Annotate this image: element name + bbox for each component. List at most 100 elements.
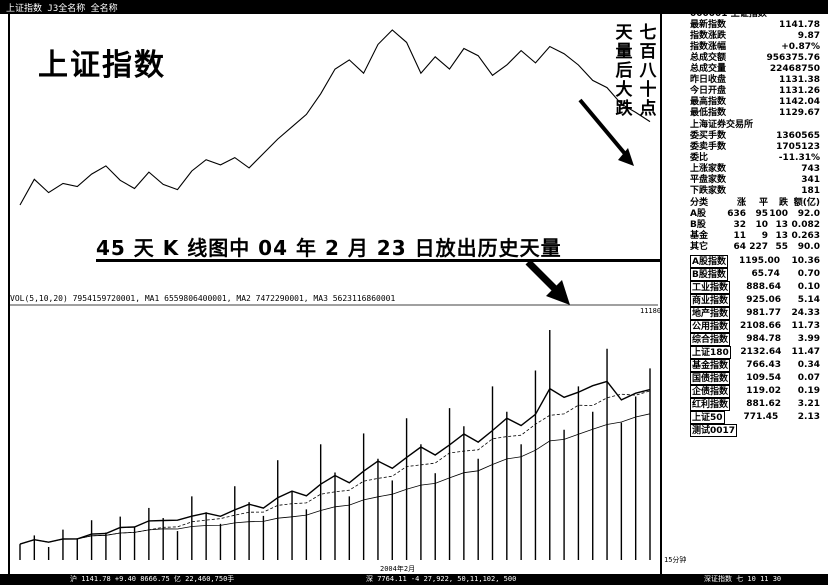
stat-value: 1131.38 — [779, 75, 820, 85]
stat-row: 平盘家数 341 — [690, 175, 820, 186]
bottom-status-middle: 深 7764.11 -4 27,922, 50,11,102, 500 — [366, 575, 517, 583]
table-row[interactable]: A股 636 95 100 92.0 — [690, 209, 820, 220]
stat-row: 最低指数 1129.67 — [690, 108, 820, 119]
index-amount — [790, 424, 820, 437]
table-cell: 55 — [775, 242, 788, 252]
stat-label: 昨日收盘 — [690, 75, 727, 85]
table-cell: A股 — [690, 209, 706, 219]
top-status-bar: 上证指数 J3全名称 全名称 — [0, 0, 828, 14]
index-value: 981.77 — [746, 308, 781, 318]
index-amount: 5.14 — [797, 295, 820, 305]
index-name: 地产指数 — [690, 307, 731, 320]
index-value: 109.54 — [746, 373, 781, 383]
stat-row: 最高指数 1142.04 — [690, 97, 820, 108]
quote-panel: 000001 上证指数 最新指数 1141.78 指数涨跌 9.87 指数涨幅 +0.87… — [690, 8, 820, 573]
index-row[interactable]: 商业指数 925.06 5.14 — [690, 294, 820, 307]
index-value: 2108.66 — [740, 321, 781, 331]
index-amount: 0.19 — [797, 386, 820, 396]
bottom-status-right: 深证指数 七 10 11 30 — [704, 575, 782, 583]
top-status-text: 上证指数 J3全名称 全名称 — [6, 4, 118, 14]
index-row[interactable]: 综合指数 984.78 3.99 — [690, 333, 820, 346]
date-label: 2004年2月 — [380, 565, 416, 573]
index-amount: 2.13 — [797, 412, 820, 422]
index-name: B股指数 — [690, 268, 728, 281]
index-amount: 0.70 — [797, 269, 820, 279]
caption-underline — [96, 259, 661, 262]
table-cell: 227 — [749, 242, 768, 252]
index-value: 984.78 — [746, 334, 781, 344]
index-amount: 0.10 — [797, 282, 820, 292]
stat-value: 1129.67 — [779, 108, 820, 118]
index-row[interactable]: 公用指数 2108.66 11.73 — [690, 320, 820, 333]
stat-label: 最低指数 — [690, 108, 727, 118]
table-cell: 其它 — [690, 242, 709, 252]
index-name: 基金指数 — [690, 359, 731, 372]
stat-row: 今日开盘 1131.26 — [690, 86, 820, 97]
index-amount: 10.36 — [791, 256, 820, 266]
table-cell: 0.263 — [791, 231, 820, 241]
stat-label: 总成交额 — [690, 53, 727, 63]
index-value: 888.64 — [746, 282, 781, 292]
index-name: 公用指数 — [690, 320, 731, 333]
stat-row: 上涨家数 743 — [690, 164, 820, 175]
stat-row: 昨日收盘 1131.38 — [690, 75, 820, 86]
index-row[interactable]: 地产指数 981.77 24.33 — [690, 307, 820, 320]
index-name: 商业指数 — [690, 294, 731, 307]
bottom-status-left: 沪 1141.78 +9.40 8666.75 亿 22,460,750手 — [70, 575, 235, 583]
table-cell: 9 — [761, 231, 768, 241]
volume-axis-label: 11180 — [640, 307, 662, 315]
stat-label: 上涨家数 — [690, 164, 727, 174]
index-amount: 24.33 — [791, 308, 820, 318]
index-value: 1195.00 — [738, 256, 780, 266]
stat-label: 今日开盘 — [690, 86, 727, 96]
index-name: 企债指数 — [690, 385, 731, 398]
index-row[interactable]: 上证50 771.45 2.13 — [690, 411, 820, 424]
stat-label: 委卖手数 — [690, 142, 727, 152]
stat-value: 1360565 — [776, 131, 820, 141]
index-row[interactable]: A股指数 1195.00 10.36 — [690, 255, 820, 268]
stat-value: 9.87 — [797, 31, 820, 41]
index-row[interactable]: 工业指数 888.64 0.10 — [690, 281, 820, 294]
table-cell: 0.082 — [791, 220, 820, 230]
index-row[interactable]: 红利指数 881.62 3.21 — [690, 398, 820, 411]
stat-row: 最新指数 1141.78 — [690, 20, 820, 31]
index-name: 上证50 — [690, 411, 725, 424]
table-cell: 10 — [755, 220, 768, 230]
index-row[interactable]: 上证180 2132.64 11.47 — [690, 346, 820, 359]
table-row[interactable]: 基金 11 9 13 0.263 — [690, 231, 820, 242]
index-value: 119.02 — [746, 386, 781, 396]
stat-row: 委卖手数 1705123 — [690, 142, 820, 153]
quote-header: 000001 上证指数 — [690, 9, 767, 19]
stat-value: 341 — [801, 175, 820, 185]
index-row[interactable]: B股指数 65.74 0.70 — [690, 268, 820, 281]
index-row[interactable]: 测试0017 — [690, 424, 820, 437]
index-value — [743, 424, 785, 437]
table-cell: 92.0 — [797, 209, 820, 219]
table-row[interactable]: B股 32 10 13 0.082 — [690, 220, 820, 231]
stat-value: +0.87% — [781, 42, 820, 52]
stat-label: 最高指数 — [690, 97, 727, 107]
stat-label: 指数涨幅 — [690, 42, 727, 52]
stat-value: 956375.76 — [766, 53, 820, 63]
index-amount: 11.73 — [791, 321, 820, 331]
index-row[interactable]: 企债指数 119.02 0.19 — [690, 385, 820, 398]
index-row[interactable]: 国债指数 109.54 0.07 — [690, 372, 820, 385]
stat-label: 委比 — [690, 153, 709, 163]
index-row[interactable]: 基金指数 766.43 0.34 — [690, 359, 820, 372]
annotation-vertical-left: 天量后大跌 — [615, 23, 633, 119]
index-amount: 0.34 — [797, 360, 820, 370]
period-label[interactable]: 15分钟 — [664, 556, 687, 564]
index-name: 上证180 — [690, 346, 731, 359]
bottom-status-bar: 沪 1141.78 +9.40 8666.75 亿 22,460,750手 深 … — [0, 574, 828, 585]
table-cell: 13 — [775, 231, 788, 241]
stat-row: 指数涨跌 9.87 — [690, 31, 820, 42]
table-cell: 64 — [733, 242, 746, 252]
index-name: 工业指数 — [690, 281, 731, 294]
table-cell: 636 — [727, 209, 746, 219]
index-value: 925.06 — [746, 295, 781, 305]
table-cell: 90.0 — [797, 242, 820, 252]
stat-row: 下跌家数 181 — [690, 186, 820, 197]
table-row[interactable]: 其它 64 227 55 90.0 — [690, 242, 820, 253]
annotation-vertical-right: 七百八十点 — [639, 23, 657, 119]
index-value: 771.45 — [743, 412, 779, 422]
